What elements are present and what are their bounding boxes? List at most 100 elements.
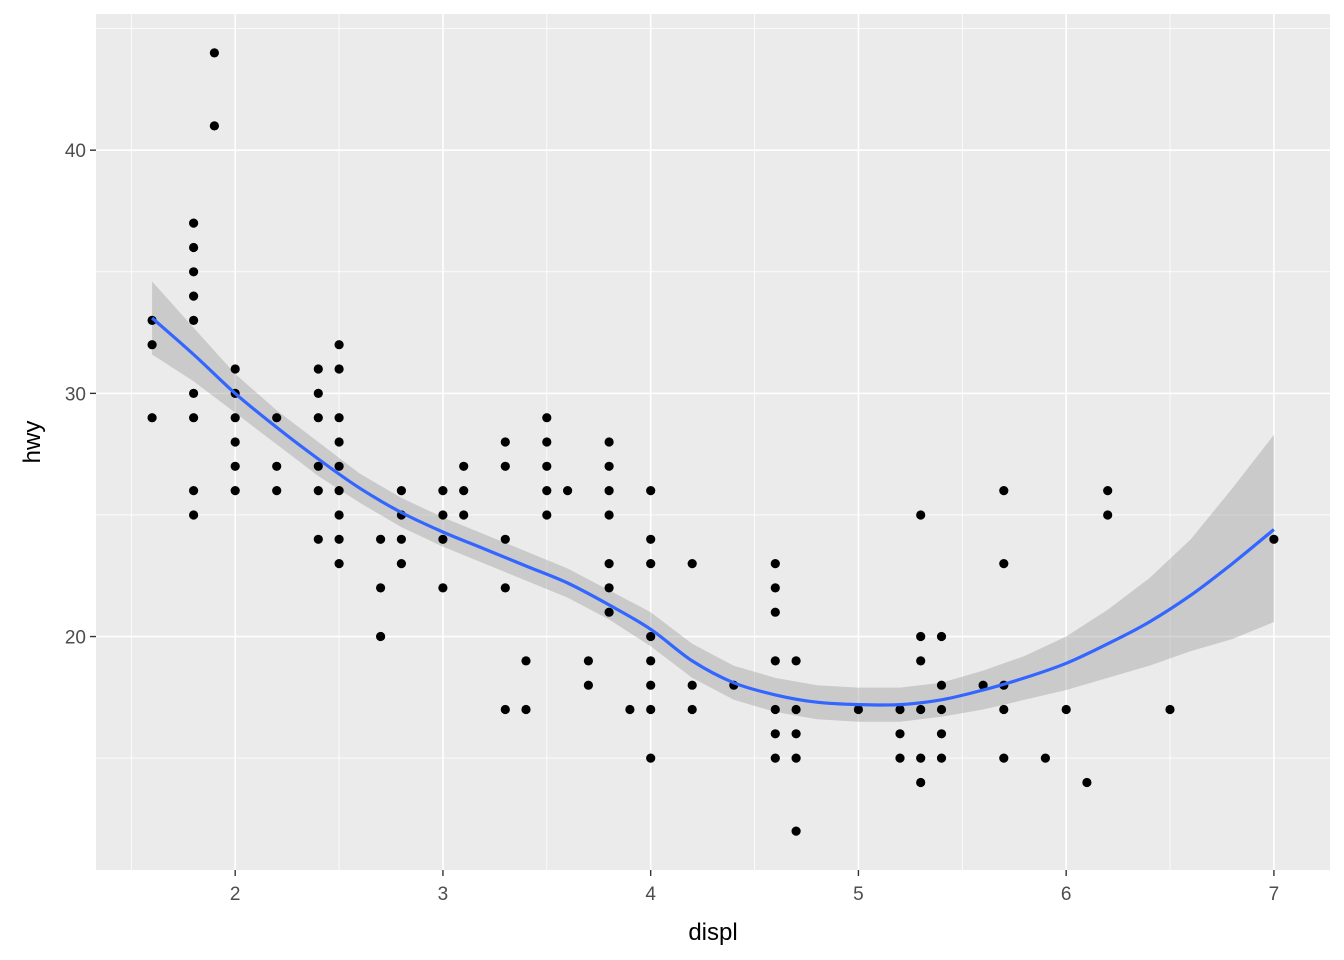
- x-tick-label: 7: [1269, 884, 1280, 905]
- data-point: [770, 729, 780, 739]
- data-point: [770, 607, 780, 617]
- data-point: [189, 510, 199, 520]
- data-point: [1082, 777, 1092, 788]
- data-point: [604, 607, 614, 617]
- data-point: [853, 704, 864, 715]
- data-point: [916, 777, 926, 788]
- data-point: [583, 680, 594, 690]
- data-point: [313, 364, 323, 374]
- data-point: [189, 486, 199, 496]
- data-point: [272, 461, 282, 471]
- data-point: [999, 486, 1009, 496]
- data-point: [916, 753, 926, 763]
- data-point: [500, 437, 510, 447]
- data-point: [334, 486, 344, 496]
- data-point: [230, 437, 240, 447]
- data-point: [334, 364, 344, 374]
- loess-smooth-line: [151, 316, 1275, 707]
- data-point: [1103, 510, 1113, 520]
- data-point: [791, 826, 801, 836]
- data-point: [313, 388, 323, 398]
- y-tick-label: 40: [65, 141, 86, 162]
- data-point: [542, 413, 552, 423]
- data-point: [791, 656, 801, 666]
- data-point: [376, 534, 386, 544]
- data-point: [999, 753, 1009, 763]
- data-point: [459, 510, 469, 520]
- data-point: [147, 340, 157, 350]
- data-point: [646, 631, 656, 642]
- data-point: [895, 753, 905, 763]
- data-point: [230, 413, 240, 423]
- data-point: [604, 461, 614, 471]
- data-point: [189, 315, 199, 325]
- data-point: [189, 291, 199, 301]
- data-point: [770, 656, 780, 666]
- data-point: [604, 583, 614, 593]
- data-point: [438, 583, 448, 593]
- y-tick-label: 20: [65, 628, 86, 649]
- data-point: [916, 704, 926, 715]
- confidence-band: [152, 281, 1274, 722]
- smooth-line: [151, 316, 1275, 707]
- data-point: [687, 559, 697, 569]
- x-tick-label: 3: [438, 884, 449, 905]
- y-axis-title: hwy: [19, 421, 46, 464]
- data-point: [459, 486, 469, 496]
- data-point: [791, 729, 801, 739]
- data-point: [438, 534, 448, 544]
- data-point: [646, 704, 656, 715]
- data-point: [521, 656, 531, 666]
- data-point: [438, 510, 448, 520]
- data-point: [604, 510, 614, 520]
- data-point: [334, 559, 344, 569]
- data-point: [272, 486, 282, 496]
- x-axis: 2 3 4 5 6 7: [230, 870, 1279, 905]
- x-tick-label: 4: [645, 884, 656, 905]
- data-point: [230, 364, 240, 374]
- data-point: [1040, 753, 1050, 763]
- data-point: [376, 583, 386, 593]
- data-point: [334, 534, 344, 544]
- data-point: [687, 704, 697, 715]
- data-point: [999, 559, 1009, 569]
- data-point: [646, 753, 656, 763]
- data-point: [521, 704, 531, 715]
- data-point: [936, 753, 947, 763]
- data-point: [313, 486, 323, 496]
- data-point: [604, 486, 614, 496]
- data-point: [500, 704, 510, 715]
- data-point: [770, 704, 780, 715]
- data-point: [438, 486, 448, 496]
- data-point: [334, 413, 344, 423]
- data-point: [936, 729, 947, 739]
- data-point: [916, 631, 926, 642]
- x-tick-label: 6: [1061, 884, 1072, 905]
- data-point: [334, 340, 344, 350]
- data-point: [791, 704, 801, 715]
- x-tick-label: 5: [853, 884, 864, 905]
- data-point: [646, 534, 656, 544]
- data-point: [500, 534, 510, 544]
- data-point: [895, 729, 905, 739]
- data-point: [936, 680, 947, 690]
- data-point: [230, 461, 240, 471]
- y-tick-label: 30: [65, 384, 86, 405]
- data-point: [189, 218, 199, 228]
- data-point: [563, 486, 573, 496]
- data-point: [1103, 486, 1113, 496]
- data-point: [313, 461, 323, 471]
- data-point: [209, 48, 219, 58]
- data-point: [770, 559, 780, 569]
- data-point: [1061, 704, 1071, 715]
- data-point: [376, 631, 386, 642]
- data-point: [791, 753, 801, 763]
- data-point: [583, 656, 594, 666]
- data-point: [646, 559, 656, 569]
- data-point: [313, 413, 323, 423]
- data-point: [542, 461, 552, 471]
- data-point: [500, 583, 510, 593]
- data-point: [936, 704, 947, 715]
- x-axis-title: displ: [688, 919, 737, 946]
- data-point: [459, 461, 469, 471]
